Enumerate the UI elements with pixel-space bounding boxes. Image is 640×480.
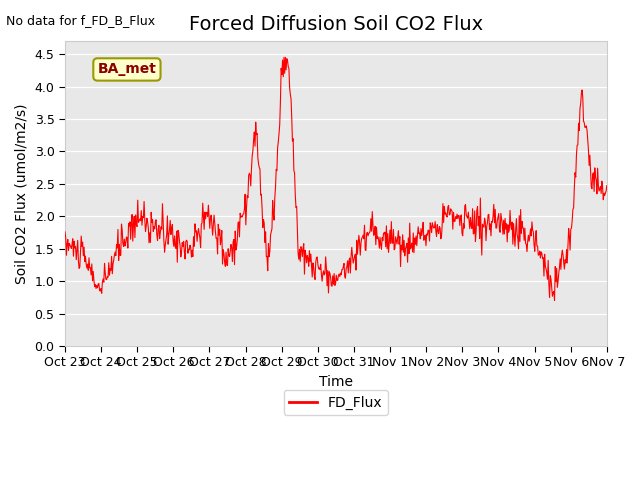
Title: Forced Diffusion Soil CO2 Flux: Forced Diffusion Soil CO2 Flux bbox=[189, 15, 483, 34]
Text: No data for f_FD_B_Flux: No data for f_FD_B_Flux bbox=[6, 14, 156, 27]
Y-axis label: Soil CO2 Flux (umol/m2/s): Soil CO2 Flux (umol/m2/s) bbox=[15, 103, 29, 284]
Legend: FD_Flux: FD_Flux bbox=[284, 390, 388, 415]
X-axis label: Time: Time bbox=[319, 375, 353, 389]
Text: BA_met: BA_met bbox=[97, 62, 156, 76]
